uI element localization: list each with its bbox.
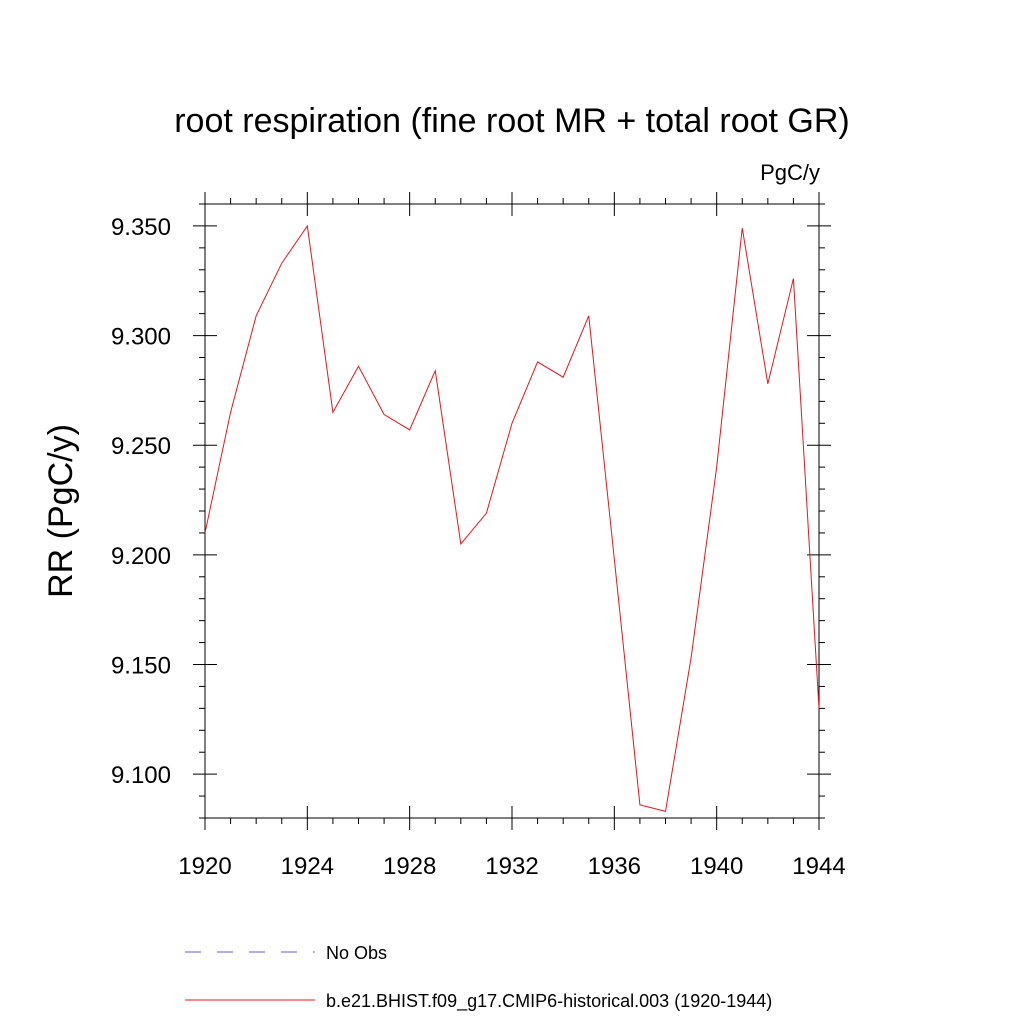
y-tick-label: 9.200 [111,543,171,570]
y-tick-label: 9.300 [111,324,171,351]
x-tick-label: 1924 [281,853,334,880]
x-tick-label: 1928 [383,853,436,880]
x-tick-label: 1920 [178,853,231,880]
legend-label-historical: b.e21.BHIST.f09_g17.CMIP6-historical.003… [326,991,772,1012]
y-tick-label: 9.100 [111,762,171,789]
legend: No Obs b.e21.BHIST.f09_g17.CMIP6-histori… [185,943,772,1012]
x-tick-label: 1936 [588,853,641,880]
plot-frame [204,203,820,819]
y-axis-label: RR (PgC/y) [42,424,80,598]
x-tick-label: 1940 [690,853,743,880]
chart-title: root respiration (fine root MR + total r… [174,102,850,140]
series-layer [204,224,820,813]
legend-label-no-obs: No Obs [326,943,387,963]
x-tick-label: 1932 [485,853,538,880]
axis-ticks [193,192,831,830]
y-tick-label: 9.350 [111,214,171,241]
y-tick-label: 9.250 [111,433,171,460]
y-tick-label: 9.150 [111,653,171,680]
axis-tick-labels: 1920 1924 1928 1932 1936 1940 1944 9.100 9.150 9.… [111,214,846,880]
series-line-0 [204,224,820,813]
x-tick-label: 1944 [792,853,845,880]
units-label: PgC/y [760,160,820,185]
